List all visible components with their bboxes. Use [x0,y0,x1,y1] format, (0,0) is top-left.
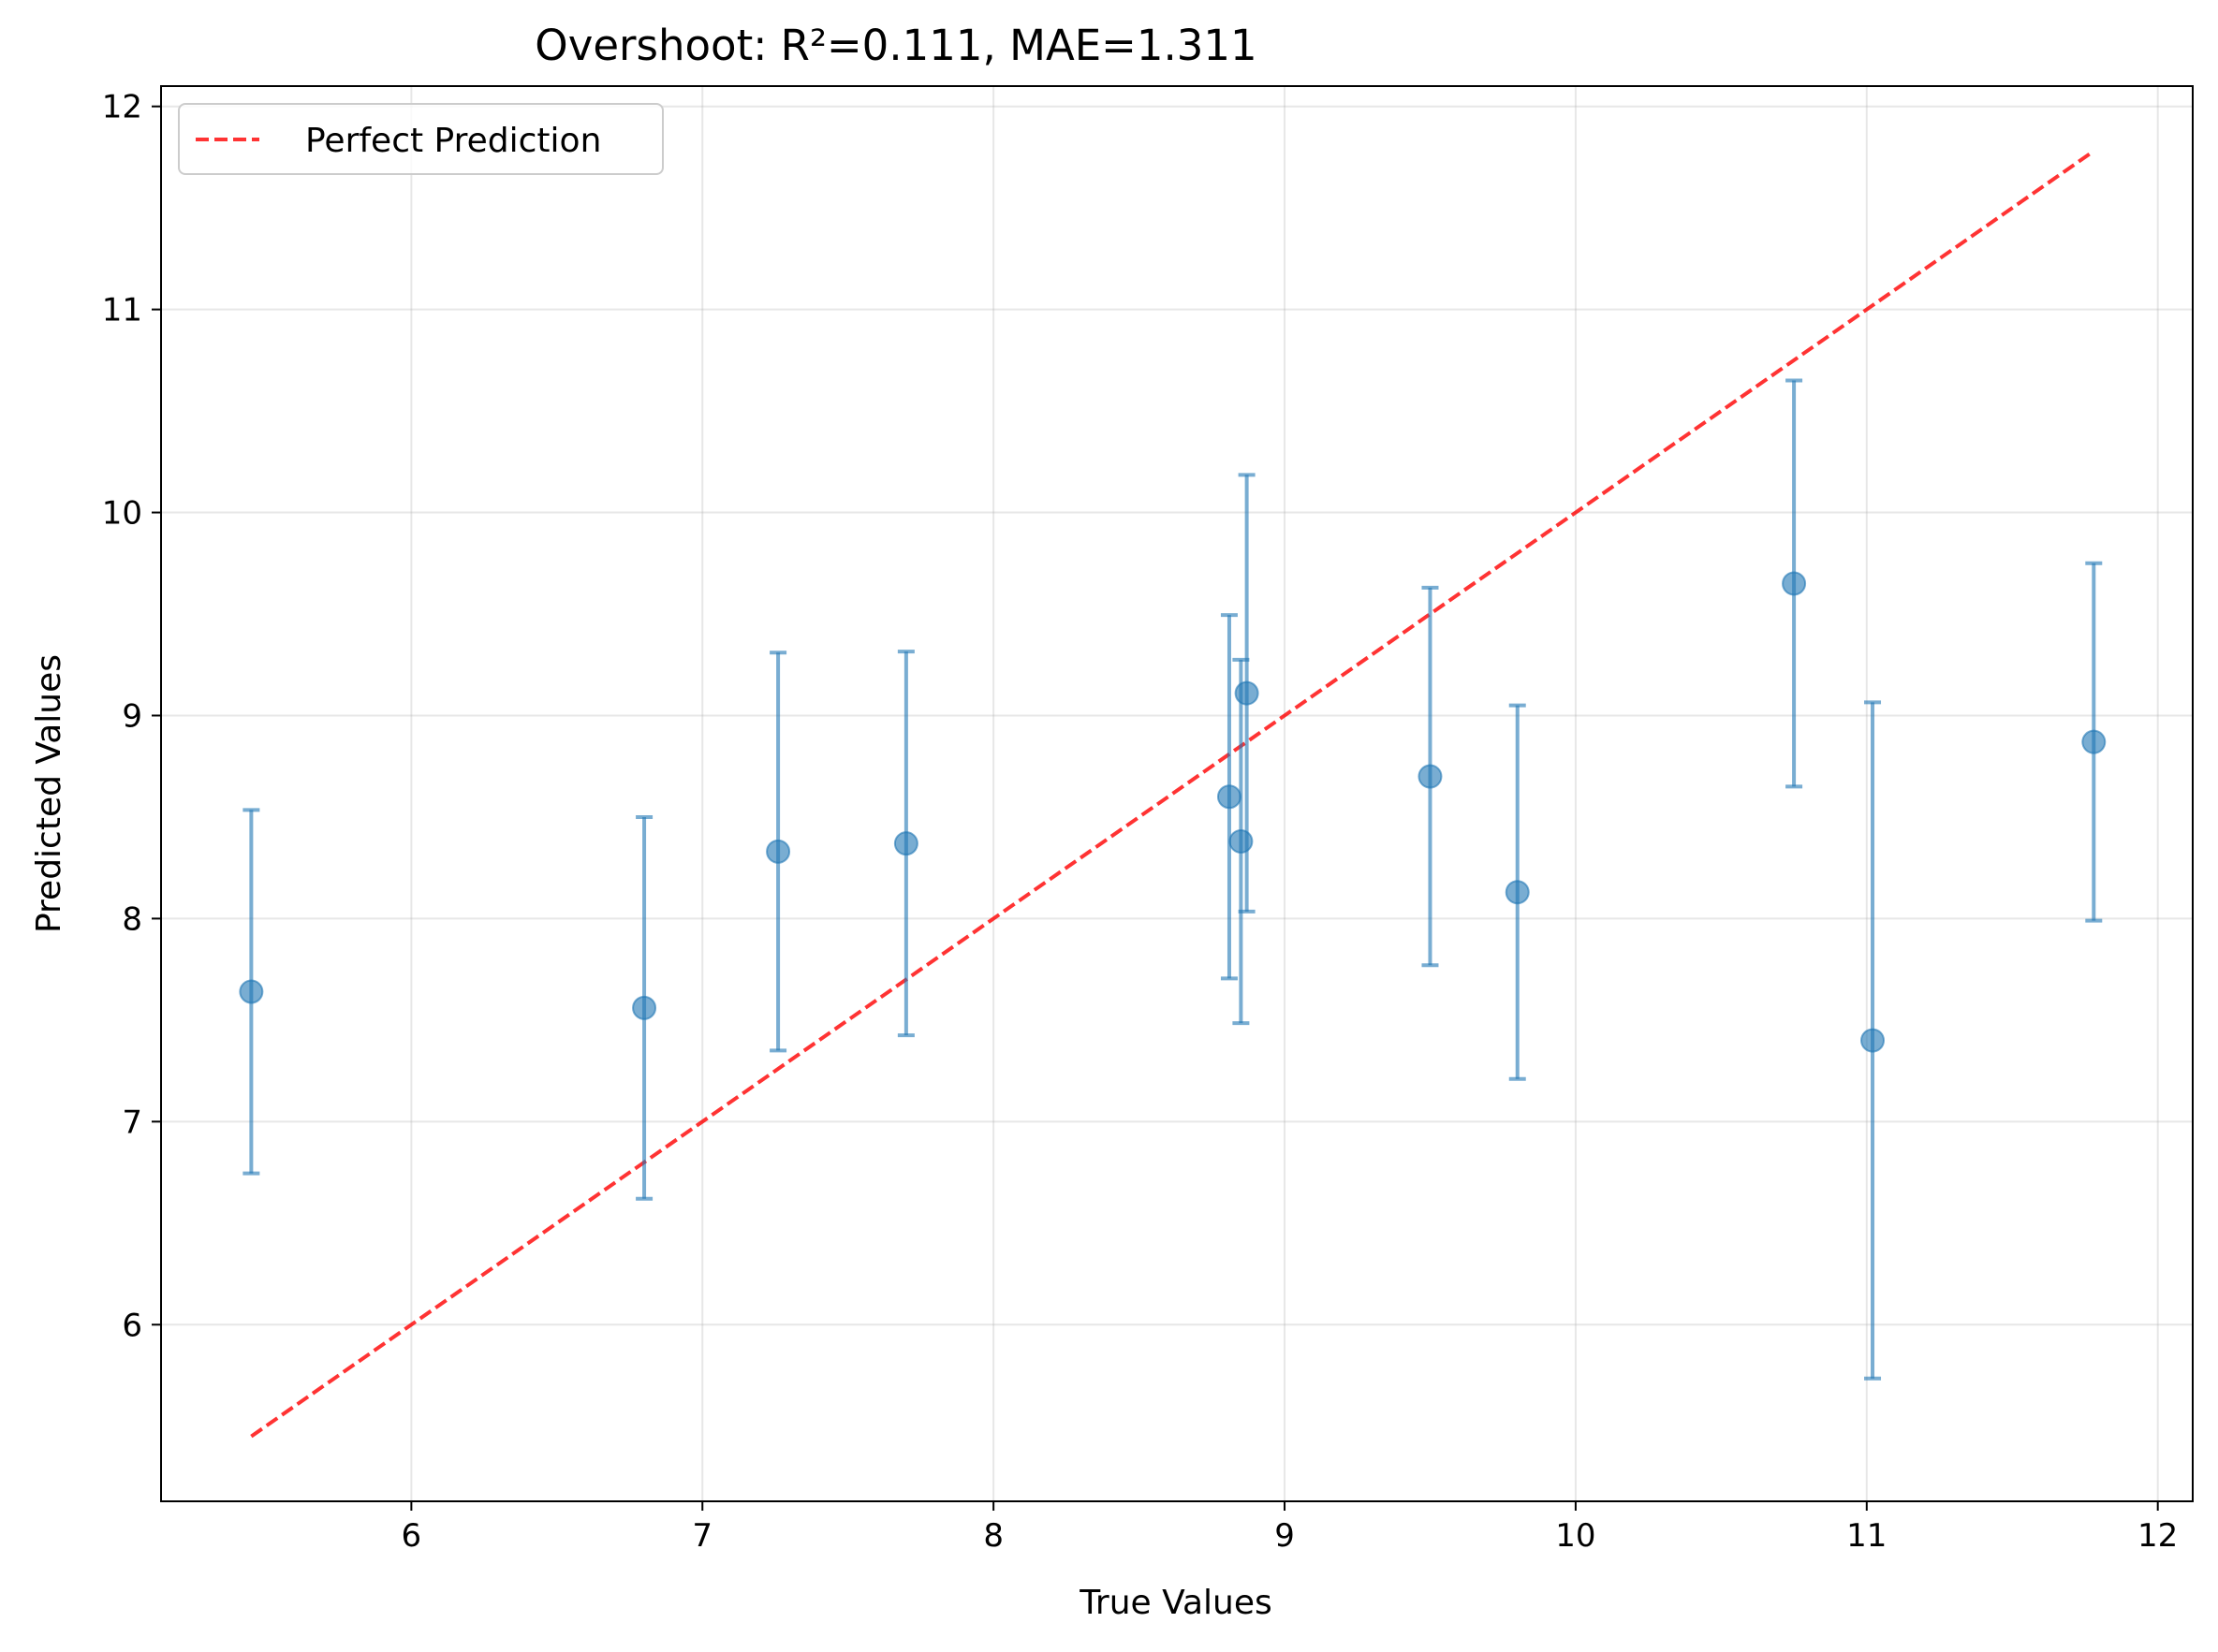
legend: Perfect Prediction [178,103,664,175]
y-tick-label: 7 [122,1104,142,1141]
data-point [1860,1028,1886,1053]
x-tick-label: 10 [1555,1517,1595,1555]
x-tick-label: 6 [402,1517,422,1555]
y-tick-label: 8 [122,900,142,938]
legend-box [178,103,664,175]
y-tick-label: 11 [102,292,142,329]
data-point [1782,571,1807,596]
grid [161,86,2193,1501]
y-tick-label: 6 [122,1307,142,1344]
data-point [239,979,264,1004]
plot-frame [160,85,2194,1502]
y-tick-label: 9 [122,697,142,735]
x-tick-label: 7 [692,1517,712,1555]
legend-label: Perfect Prediction [305,122,601,160]
x-tick-label: 8 [983,1517,1004,1555]
x-tick-label: 12 [2137,1517,2178,1555]
y-tick-label: 10 [102,495,142,533]
data-point [766,839,791,864]
data-point [1216,784,1241,810]
x-tick-label: 11 [1846,1517,1887,1555]
points-layer [239,378,2107,1381]
x-axis-title: True Values [1079,1584,1272,1622]
data-point [1505,880,1530,905]
data-point [2081,729,2107,754]
y-tick-label: 12 [102,89,142,126]
data-point [1228,828,1254,854]
data-point [1417,764,1443,789]
data-point [893,831,918,856]
y-axis-title: Predicted Values [30,654,68,933]
data-point [632,995,657,1020]
axis-ticks: 6 7 8 9 10 11 12 6 7 8 9 10 11 12 [102,89,2179,1555]
x-tick-label: 9 [1274,1517,1295,1555]
chart-title: Overshoot: R²=0.111, MAE=1.311 [535,21,1256,70]
data-point [1234,680,1259,706]
